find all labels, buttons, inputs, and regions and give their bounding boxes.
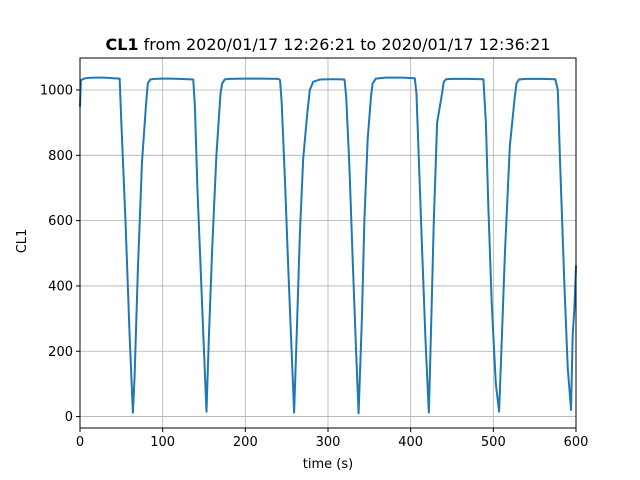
x-tick-label: 400: [398, 435, 423, 450]
x-tick-label: 100: [150, 435, 175, 450]
grid: [79, 58, 577, 428]
y-tick-label: 600: [48, 214, 73, 229]
x-axis-ticks: 0 100 200 300 400 500 600: [76, 428, 589, 450]
y-tick-label: 1000: [40, 84, 73, 99]
x-tick-label: 200: [233, 435, 258, 450]
x-axis-label: time (s): [303, 457, 353, 472]
chart-title: CL1 from 2020/01/17 12:26:21 to 2020/01/…: [105, 35, 550, 54]
y-tick-label: 0: [65, 410, 73, 425]
x-tick-label: 600: [564, 435, 589, 450]
y-tick-label: 400: [48, 279, 73, 294]
x-tick-label: 500: [481, 435, 506, 450]
series-group: [79, 76, 577, 415]
y-axis-label: CL1: [15, 229, 30, 254]
y-tick-label: 800: [48, 149, 73, 164]
series-line-0: [79, 76, 577, 415]
y-tick-label: 200: [48, 345, 73, 360]
x-tick-label: 300: [316, 435, 341, 450]
y-axis-ticks: 0 200 400 600 800 1000: [40, 84, 80, 425]
chart-title-bold: CL1: [105, 35, 138, 54]
x-tick-label: 0: [76, 435, 84, 450]
chart-title-rest: from 2020/01/17 12:26:21 to 2020/01/17 1…: [139, 35, 551, 54]
